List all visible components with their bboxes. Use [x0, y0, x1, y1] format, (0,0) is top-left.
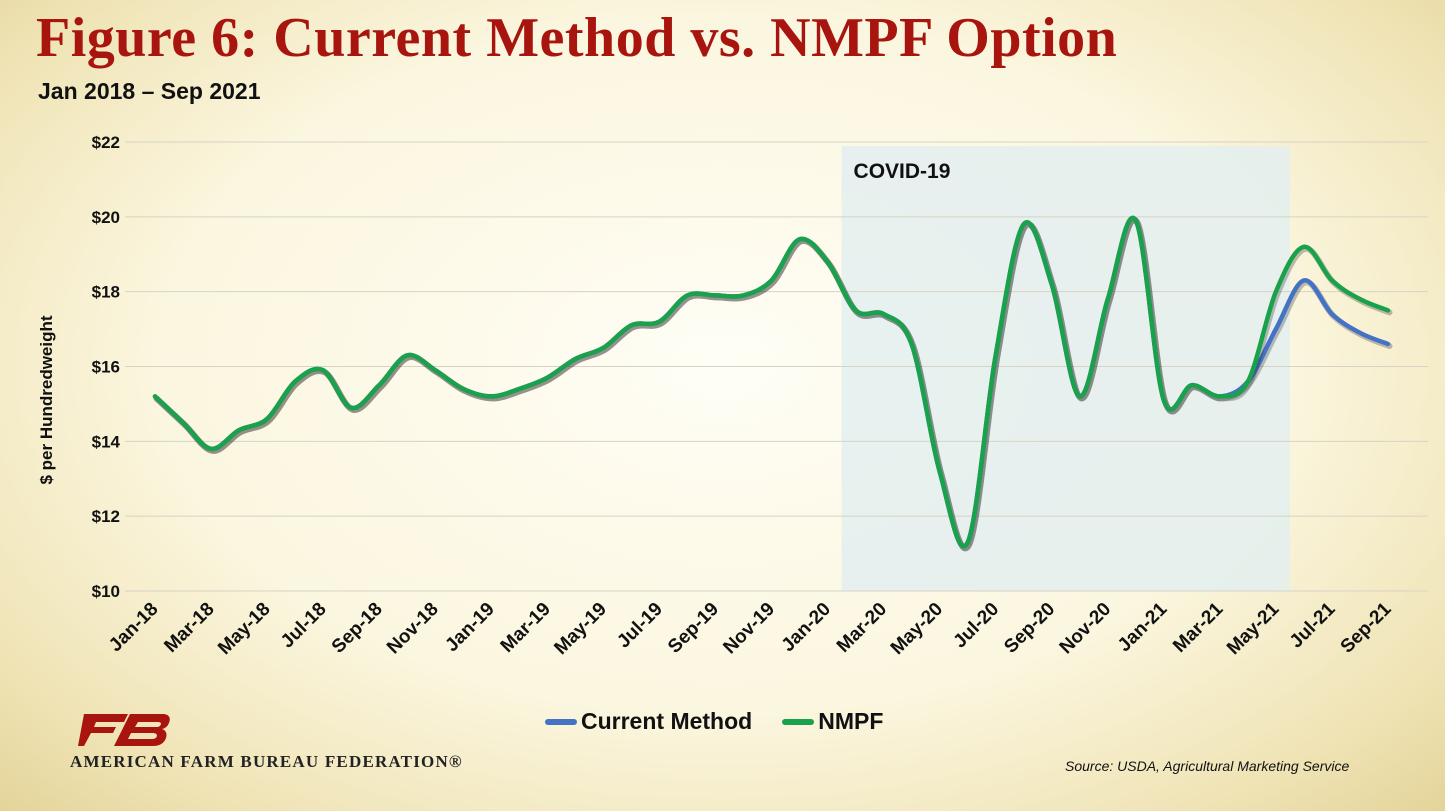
legend-swatch-nmpf	[782, 718, 815, 725]
covid-annotation-label: COVID-19	[854, 160, 951, 183]
legend-swatch-current-method	[545, 718, 577, 725]
x-tick-label: Nov-18	[383, 599, 443, 659]
x-tick-label: Jul-19	[613, 599, 667, 653]
legend-item-nmpf: NMPF	[782, 708, 883, 735]
x-tick-label: Nov-19	[719, 599, 779, 659]
y-axis-title: $ per Hundredweight	[37, 315, 56, 484]
x-tick-label: Jul-20	[950, 599, 1004, 653]
legend-item-current-method: Current Method	[545, 708, 752, 735]
x-tick-label: Jan-18	[105, 599, 162, 656]
x-tick-label: Mar-21	[1169, 598, 1227, 656]
x-tick-label: Sep-20	[1000, 599, 1059, 658]
source-note: Source: USDA, Agricultural Marketing Ser…	[1065, 758, 1350, 774]
x-tick-label: May-19	[550, 599, 610, 659]
x-tick-label: Sep-21	[1337, 598, 1396, 657]
x-tick-label: May-20	[887, 599, 947, 659]
x-tick-label: May-18	[214, 599, 274, 659]
x-tick-label: Mar-19	[497, 599, 555, 657]
page-title: Figure 6: Current Method vs. NMPF Option	[36, 7, 1118, 69]
farm-bureau-logo-icon	[78, 714, 170, 746]
x-tick-label: Jul-18	[277, 599, 331, 653]
x-tick-label: Jul-21	[1286, 598, 1340, 652]
date-range-subtitle: Jan 2018 – Sep 2021	[38, 78, 261, 104]
series-line-nmpf	[152, 215, 1391, 549]
x-tick-label: Sep-19	[664, 599, 723, 658]
x-tick-label: Jan-19	[441, 599, 498, 656]
organization-name: AMERICAN FARM BUREAU FEDERATION®	[70, 752, 463, 771]
x-tick-label: May-21	[1223, 598, 1284, 659]
y-tick-label: $10	[92, 582, 120, 601]
x-tick-label: Jan-21	[1114, 598, 1172, 656]
x-tick-label: Jan-20	[778, 599, 835, 656]
y-tick-label: $18	[92, 283, 120, 302]
y-tick-label: $16	[92, 358, 120, 377]
y-tick-label: $20	[92, 208, 120, 227]
x-tick-label: Nov-20	[1056, 599, 1116, 659]
x-tick-label: Mar-18	[160, 599, 218, 657]
x-tick-label: Sep-18	[328, 599, 387, 658]
y-tick-label: $14	[92, 432, 121, 451]
legend-label-current-method: Current Method	[581, 708, 753, 734]
covid-shaded-region	[841, 146, 1290, 591]
y-tick-label: $12	[92, 507, 120, 526]
chart-legend: Current Method NMPF	[545, 708, 913, 735]
y-tick-label: $22	[92, 133, 120, 152]
x-tick-label: Mar-20	[833, 599, 891, 657]
legend-label-nmpf: NMPF	[818, 708, 884, 734]
